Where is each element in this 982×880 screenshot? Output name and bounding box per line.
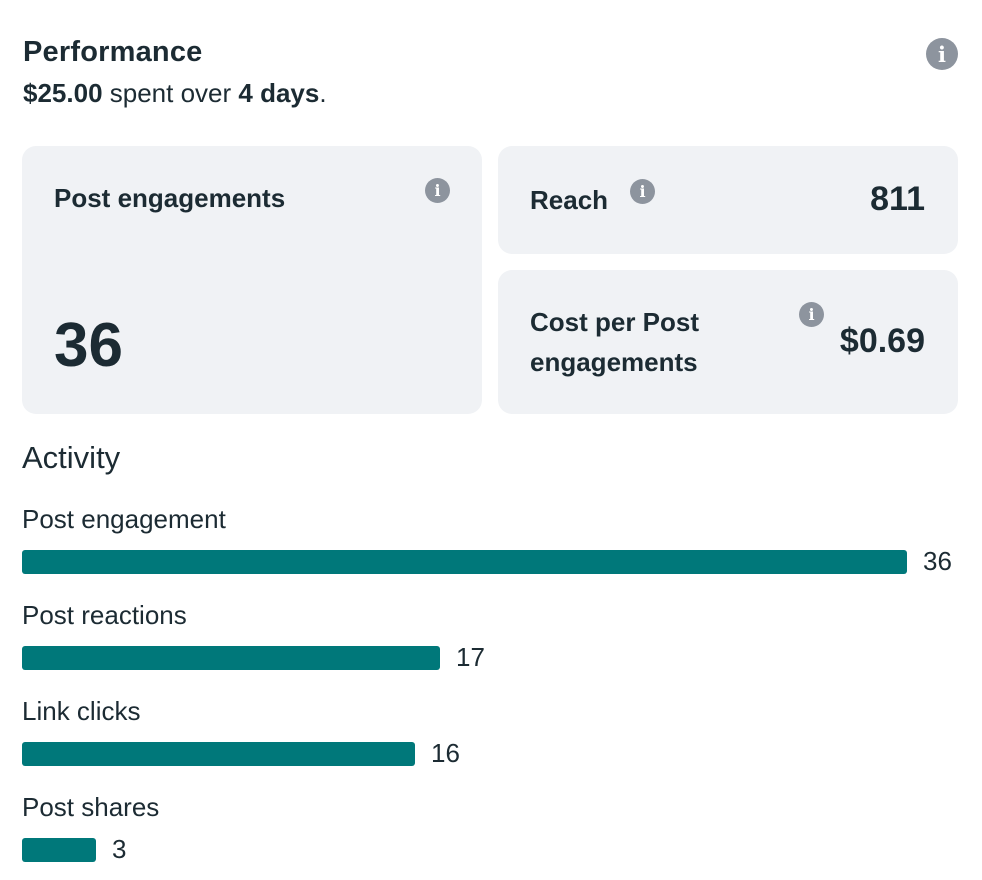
- activity-bar: [22, 838, 96, 862]
- post-engagements-value: 36: [54, 311, 123, 380]
- activity-label: Link clicks: [22, 696, 141, 726]
- post-engagements-info-icon[interactable]: i: [425, 178, 450, 203]
- activity-value: 3: [112, 834, 127, 864]
- cost-per-engagement-info-icon[interactable]: i: [799, 302, 824, 327]
- activity-label: Post engagement: [22, 504, 226, 534]
- spent-period: .: [319, 78, 327, 108]
- activity-label: Post reactions: [22, 600, 187, 630]
- cost-label-line2: engagements: [530, 347, 698, 377]
- activity-bar: [22, 550, 907, 574]
- cost-per-engagement-label: Cost per Post engagements: [530, 302, 699, 382]
- activity-bar: [22, 742, 415, 766]
- activity-value: 17: [456, 642, 485, 672]
- activity-bar-track: [22, 742, 907, 766]
- activity-label: Post shares: [22, 792, 160, 822]
- performance-info-icon[interactable]: i: [926, 38, 958, 70]
- activity-row-post-reactions: Post reactions 17: [22, 600, 962, 696]
- cost-per-engagement-value: $0.69: [839, 322, 925, 360]
- reach-info-icon[interactable]: i: [630, 179, 655, 204]
- post-engagements-card: Post engagements i 36: [22, 146, 482, 414]
- cost-label-line1: Cost per Post: [530, 307, 700, 337]
- activity-value: 36: [923, 546, 952, 576]
- spend-summary: $25.00 spent over 4 days.: [23, 78, 327, 109]
- spent-amount: $25.00: [23, 78, 103, 108]
- activity-bar-track: [22, 646, 907, 670]
- activity-row-link-clicks: Link clicks 16: [22, 696, 962, 792]
- activity-list: Post engagement 36 Post reactions 17 Lin…: [22, 504, 962, 880]
- cost-per-engagement-card: Cost per Post engagements i $0.69: [498, 270, 958, 414]
- activity-value: 16: [431, 738, 460, 768]
- activity-title: Activity: [22, 440, 121, 475]
- activity-bar-track: [22, 838, 907, 862]
- spent-text: spent over: [102, 78, 239, 108]
- activity-row-post-shares: Post shares 3: [22, 792, 962, 880]
- reach-card: Reach i 811: [498, 146, 958, 254]
- activity-row-post-engagement: Post engagement 36: [22, 504, 962, 600]
- page-title: Performance: [23, 36, 203, 68]
- reach-label: Reach: [530, 185, 609, 215]
- activity-bar-track: [22, 550, 907, 574]
- activity-bar: [22, 646, 440, 670]
- post-engagements-label: Post engagements: [54, 183, 286, 213]
- reach-value: 811: [870, 180, 925, 218]
- spent-days: 4 days: [238, 78, 320, 108]
